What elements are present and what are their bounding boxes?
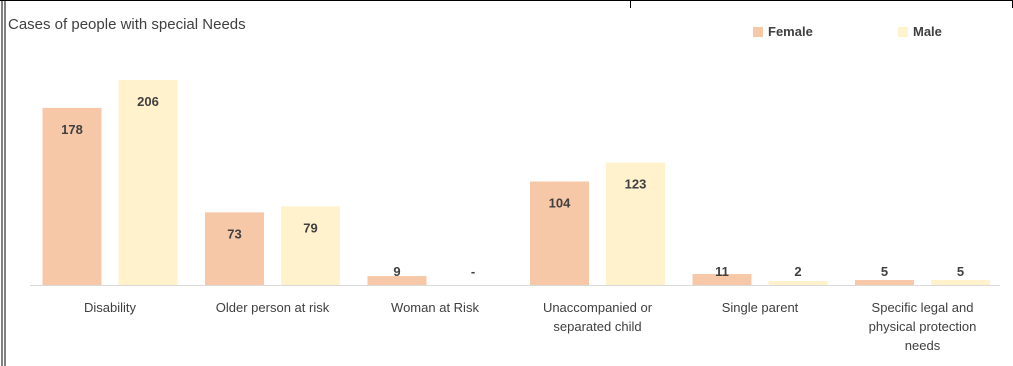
- data-label-female-1: 73: [227, 226, 241, 241]
- category-label-3: Unaccompanied or: [543, 300, 653, 315]
- legend-swatch-male: [898, 26, 908, 37]
- data-label-male-4: 2: [794, 264, 801, 279]
- data-label-male-5: 5: [957, 264, 964, 279]
- category-label-2: Woman at Risk: [391, 300, 479, 315]
- chart-title: Cases of people with special Needs: [8, 16, 246, 33]
- legend-item-male: Male: [898, 24, 942, 39]
- legend-swatch-female: [753, 26, 763, 37]
- bar-male-5: [931, 280, 990, 285]
- legend-label-male: Male: [913, 24, 942, 39]
- category-label-1: Older person at risk: [216, 300, 330, 315]
- bar-female-3: [530, 181, 589, 285]
- legend-label-female: Female: [768, 24, 813, 39]
- category-label-5: Specific legal and: [872, 300, 974, 315]
- data-label-male-2: -: [471, 264, 475, 279]
- bar-male-3: [606, 162, 665, 285]
- bar-male-4: [768, 281, 828, 285]
- data-label-male-0: 206: [137, 94, 159, 109]
- category-label-5: physical protection: [869, 319, 977, 334]
- legend-item-female: Female: [753, 24, 813, 39]
- bar-female-5: [855, 280, 914, 285]
- category-label-4: Single parent: [722, 300, 799, 315]
- data-label-male-3: 123: [625, 177, 647, 192]
- bar-female-1: [205, 212, 264, 285]
- bar-male-1: [281, 206, 340, 285]
- category-label-0: Disability: [84, 300, 137, 315]
- category-label-3: separated child: [553, 319, 641, 334]
- bar-female-0: [42, 107, 102, 285]
- bar-male-0: [118, 80, 178, 285]
- data-label-female-4: 11: [715, 264, 729, 279]
- category-label-5: needs: [905, 338, 941, 353]
- data-label-female-0: 178: [61, 122, 83, 137]
- data-label-female-5: 5: [881, 264, 888, 279]
- bar-female-4: [692, 274, 752, 285]
- data-label-female-3: 104: [549, 196, 571, 211]
- data-label-male-1: 79: [303, 220, 317, 235]
- data-label-female-2: 9: [393, 264, 400, 279]
- bar-female-2: [367, 276, 427, 285]
